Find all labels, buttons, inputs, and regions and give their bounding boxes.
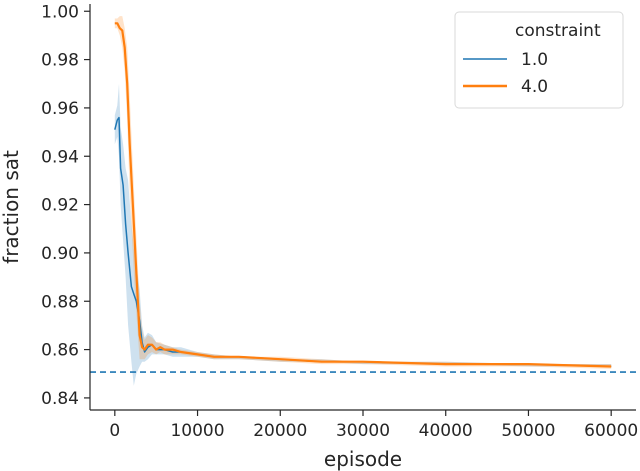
y-tick-label: 0.90 [41,244,79,264]
series-line-4-0 [114,22,612,368]
confidence-band-1-0 [114,83,612,386]
y-ticks: 0.84 0.86 0.88 0.90 0.92 0.94 0.96 0.98 1.00 [41,2,90,409]
y-tick-label: 0.88 [41,292,79,312]
y-tick-label: 0.84 [41,389,79,409]
y-tick-label: 0.86 [41,341,79,361]
y-tick-label: 0.98 [41,51,79,71]
x-ticks: 0 10000 20000 30000 40000 50000 60000 [109,410,638,441]
y-tick-label: 0.94 [41,147,79,167]
legend-label-1-0: 1.0 [521,50,548,70]
x-tick-label: 40000 [419,421,473,441]
legend-title: constraint [515,21,601,41]
x-tick-label: 60000 [584,421,638,441]
x-tick-label: 0 [109,421,120,441]
y-tick-label: 0.96 [41,99,79,119]
series-lines [114,22,612,368]
x-tick-label: 20000 [253,421,307,441]
x-tick-label: 10000 [170,421,224,441]
x-tick-label: 30000 [336,421,390,441]
y-tick-label: 0.92 [41,196,79,216]
legend: constraint 1.0 4.0 [454,11,624,109]
legend-label-4-0: 4.0 [521,77,548,97]
x-axis-label: episode [324,447,402,471]
y-axis-label: fraction sat [0,150,23,264]
y-tick-label: 1.00 [41,2,79,22]
legend-box [454,11,624,109]
series-line-1-0 [114,116,612,368]
x-tick-label: 50000 [501,421,555,441]
